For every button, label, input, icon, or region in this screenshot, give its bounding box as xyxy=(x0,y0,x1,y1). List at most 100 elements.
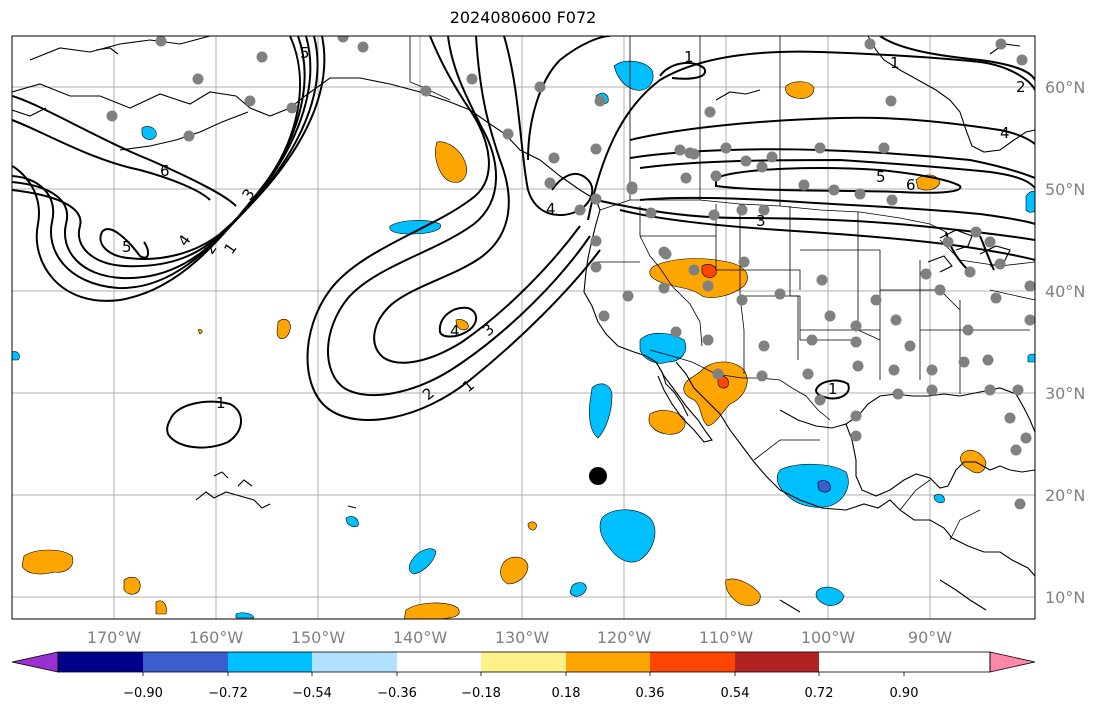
contour-4 xyxy=(629,116,1035,145)
svg-text:4: 4 xyxy=(1000,124,1010,142)
station-dot xyxy=(814,394,826,406)
station-dot xyxy=(590,193,602,205)
station-dot xyxy=(758,204,770,216)
station-dot xyxy=(712,368,724,380)
colorbar-tick-label: 0.72 xyxy=(805,686,834,701)
contour-1 xyxy=(306,36,601,421)
svg-text:2: 2 xyxy=(1016,78,1026,96)
lon-label: 170°W xyxy=(87,628,142,647)
map-background xyxy=(12,36,1035,619)
station-dot xyxy=(574,204,586,216)
lat-label: 50°N xyxy=(1045,180,1085,199)
anomaly-negative xyxy=(613,60,654,91)
lon-label: 120°W xyxy=(597,628,652,647)
contour-3 xyxy=(12,36,312,280)
latitude-labels: 60°N 50°N 40°N 30°N 20°N 10°N xyxy=(1045,78,1085,607)
contour-1 xyxy=(587,50,1035,221)
station-dot xyxy=(798,179,810,191)
coastlines xyxy=(12,36,1035,613)
anomaly-positive xyxy=(683,361,748,427)
station-dot xyxy=(806,334,818,346)
colorbar-tick-label: −0.36 xyxy=(377,686,417,701)
station-dot xyxy=(774,288,786,300)
contour-6 xyxy=(715,167,962,194)
station-dot xyxy=(548,152,560,164)
contour-4 xyxy=(12,36,319,268)
colorbar-segment xyxy=(312,652,397,672)
anomaly-positive xyxy=(21,549,74,575)
station-dot xyxy=(864,38,876,50)
station-dot xyxy=(660,248,672,260)
station-dot xyxy=(702,280,714,292)
station-dot xyxy=(854,188,866,200)
station-dot xyxy=(964,266,976,278)
station-dot xyxy=(990,292,1002,304)
anomaly-positive xyxy=(649,258,748,298)
station-dot xyxy=(598,310,610,322)
lon-label: 90°W xyxy=(908,628,952,647)
station-dot xyxy=(337,36,349,43)
colorbar-tick-label: 0.54 xyxy=(721,686,750,701)
anomaly-positive xyxy=(435,141,467,183)
svg-text:5: 5 xyxy=(300,44,310,62)
station-dot xyxy=(766,151,778,163)
lat-label: 20°N xyxy=(1045,486,1085,505)
station-dot xyxy=(828,184,840,196)
anomaly-negative xyxy=(569,582,587,597)
colorbar-tick-labels: −0.90 −0.72 −0.54 −0.36 −0.18 0.18 0.36 … xyxy=(123,686,918,701)
station-dot xyxy=(850,320,862,332)
svg-text:1: 1 xyxy=(828,380,838,398)
colorbar-tick-label: 0.90 xyxy=(890,686,919,701)
contour-4 xyxy=(438,306,477,338)
svg-text:1: 1 xyxy=(890,54,900,72)
lat-label: 40°N xyxy=(1045,282,1085,301)
anomaly-negative xyxy=(345,516,359,528)
station-dot xyxy=(958,356,970,368)
anomaly-positive xyxy=(197,329,203,335)
station-dot xyxy=(1012,384,1024,396)
contour-2 xyxy=(12,36,306,290)
station-dot xyxy=(962,324,974,336)
colorbar-tick-label: −0.54 xyxy=(292,686,332,701)
contour-5 xyxy=(629,148,1035,179)
anomaly-positive xyxy=(500,556,529,585)
lon-label: 150°W xyxy=(291,628,346,647)
station-dot xyxy=(590,143,602,155)
colorbar-segment xyxy=(481,652,566,672)
station-dot xyxy=(870,294,882,306)
station-dot xyxy=(192,73,204,85)
anomaly-positive xyxy=(648,410,686,435)
station-dot xyxy=(622,290,634,302)
colorbar-tick-label: −0.72 xyxy=(208,686,248,701)
anomaly-positive xyxy=(455,319,469,331)
station-dot xyxy=(1016,54,1028,66)
station-dot xyxy=(420,85,432,97)
station-dot xyxy=(926,364,938,376)
station-dot xyxy=(466,73,478,85)
svg-text:3: 3 xyxy=(756,212,766,230)
station-dot xyxy=(885,95,897,107)
station-dot xyxy=(1020,432,1032,444)
station-dot xyxy=(850,430,862,442)
anomaly-positive xyxy=(155,600,167,615)
storm-center-marker xyxy=(589,467,607,485)
station-dot xyxy=(1024,314,1035,326)
station-dot xyxy=(736,204,748,216)
anomaly-negative xyxy=(776,463,849,508)
lat-label: 10°N xyxy=(1045,588,1085,607)
anomaly-strong-positive xyxy=(701,264,717,278)
station-dot xyxy=(736,294,748,306)
station-markers xyxy=(106,36,1035,510)
contour-6 xyxy=(12,119,211,201)
station-dot xyxy=(942,236,954,248)
anomaly-negative xyxy=(599,509,656,563)
map-title: 2024080600 F072 xyxy=(449,8,597,27)
contour-2 xyxy=(327,36,591,397)
station-dot xyxy=(704,106,716,118)
contour-1 xyxy=(12,36,301,302)
anomaly-negative xyxy=(1027,353,1035,363)
colorbar-segment xyxy=(143,652,228,672)
station-dot xyxy=(994,258,1006,270)
contour-1 xyxy=(166,400,242,449)
station-dot xyxy=(890,314,902,326)
